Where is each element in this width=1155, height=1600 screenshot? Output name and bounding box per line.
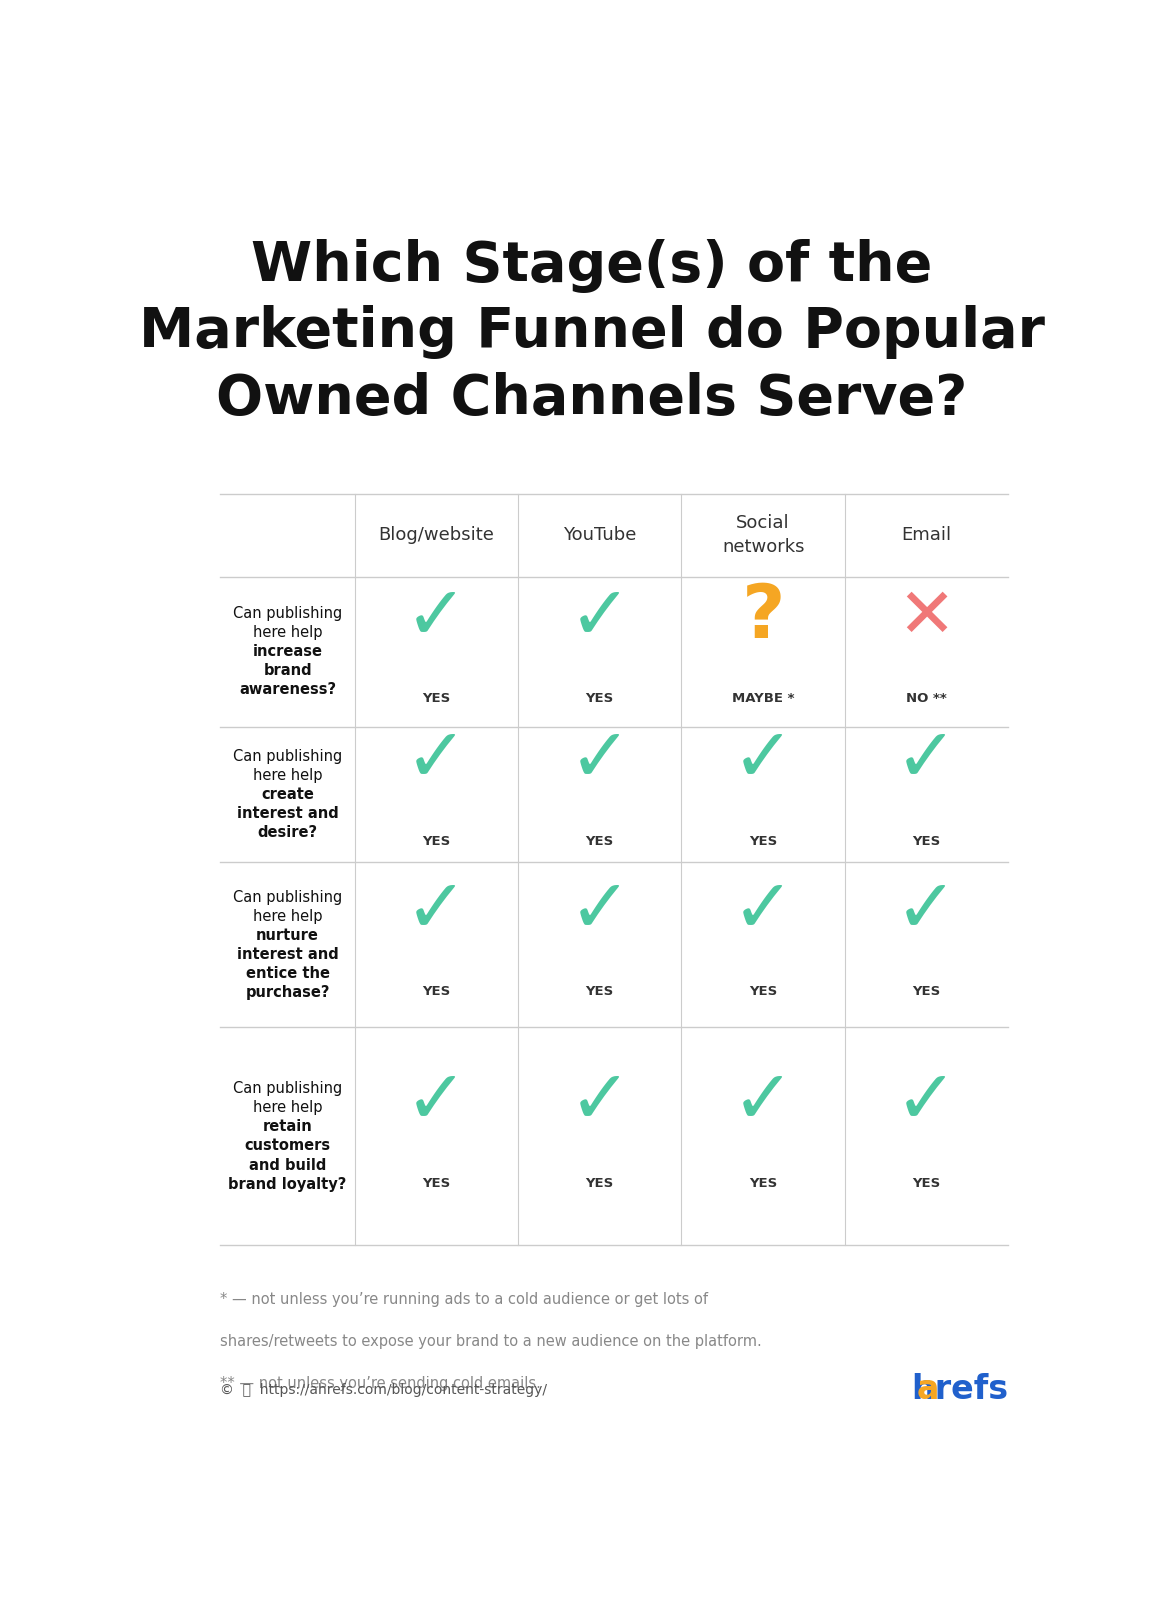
Text: increase: increase [253,645,322,659]
Text: * — not unless you’re running ads to a cold audience or get lots of: * — not unless you’re running ads to a c… [221,1293,708,1307]
Text: YouTube: YouTube [564,526,636,544]
Text: YES: YES [586,986,614,998]
Text: retain: retain [262,1120,313,1134]
Text: YES: YES [423,835,450,848]
Text: YES: YES [586,1176,614,1190]
Text: ✓: ✓ [405,874,468,947]
Text: NO **: NO ** [907,691,947,706]
Text: Blog/website: Blog/website [379,526,494,544]
Text: entice the: entice the [246,966,329,981]
Text: here help: here help [253,909,322,923]
Text: YES: YES [423,1176,450,1190]
Text: create: create [261,787,314,802]
Text: ✓: ✓ [568,581,631,654]
Text: YES: YES [423,691,450,706]
Text: YES: YES [748,835,777,848]
Text: a: a [917,1373,939,1406]
Text: Can publishing: Can publishing [233,1082,342,1096]
Text: YES: YES [748,986,777,998]
Text: ✓: ✓ [405,581,468,654]
Text: ✓: ✓ [732,1066,795,1138]
Text: Marketing Funnel do Popular: Marketing Funnel do Popular [139,306,1045,360]
Text: brand loyalty?: brand loyalty? [229,1176,346,1192]
Text: interest and: interest and [237,947,338,962]
Text: ** — not unless you’re sending cold emails.: ** — not unless you’re sending cold emai… [221,1376,542,1390]
Text: awareness?: awareness? [239,682,336,698]
Text: here help: here help [253,768,322,782]
Text: YES: YES [586,691,614,706]
Text: YES: YES [912,986,940,998]
Text: Email: Email [901,526,952,544]
Text: brand: brand [263,664,312,678]
Text: ✓: ✓ [568,723,631,797]
Text: ✓: ✓ [895,723,957,797]
Text: desire?: desire? [258,826,318,840]
Text: ✓: ✓ [895,874,957,947]
Text: ✓: ✓ [568,1066,631,1138]
Text: MAYBE *: MAYBE * [732,691,795,706]
Text: YES: YES [912,835,940,848]
Text: Owned Channels Serve?: Owned Channels Serve? [216,371,968,426]
Text: here help: here help [253,626,322,640]
Text: ✕: ✕ [897,584,955,651]
Text: here help: here help [253,1101,322,1115]
Text: YES: YES [423,986,450,998]
Text: Can publishing: Can publishing [233,606,342,621]
Text: nurture: nurture [256,928,319,942]
Text: purchase?: purchase? [245,986,330,1000]
Text: ✓: ✓ [405,723,468,797]
Text: Which Stage(s) of the: Which Stage(s) of the [252,238,932,293]
Text: ✓: ✓ [568,874,631,947]
Text: Can publishing: Can publishing [233,890,342,904]
Text: YES: YES [748,1176,777,1190]
Text: customers: customers [245,1139,330,1154]
Text: ✓: ✓ [405,1066,468,1138]
Text: Social
networks: Social networks [722,514,804,555]
Text: ✓: ✓ [732,723,795,797]
Text: ✓: ✓ [895,1066,957,1138]
Text: hrefs: hrefs [911,1373,1008,1406]
Text: ?: ? [742,581,785,654]
Text: ✓: ✓ [732,874,795,947]
Text: and build: and build [249,1157,326,1173]
Text: shares/retweets to expose your brand to a new audience on the platform.: shares/retweets to expose your brand to … [221,1334,762,1349]
Text: Can publishing: Can publishing [233,749,342,763]
Text: interest and: interest and [237,806,338,821]
Text: YES: YES [912,1176,940,1190]
Text: ©  ⓘ  https://ahrefs.com/blog/content-strategy/: © ⓘ https://ahrefs.com/blog/content-stra… [221,1382,547,1397]
Text: YES: YES [586,835,614,848]
